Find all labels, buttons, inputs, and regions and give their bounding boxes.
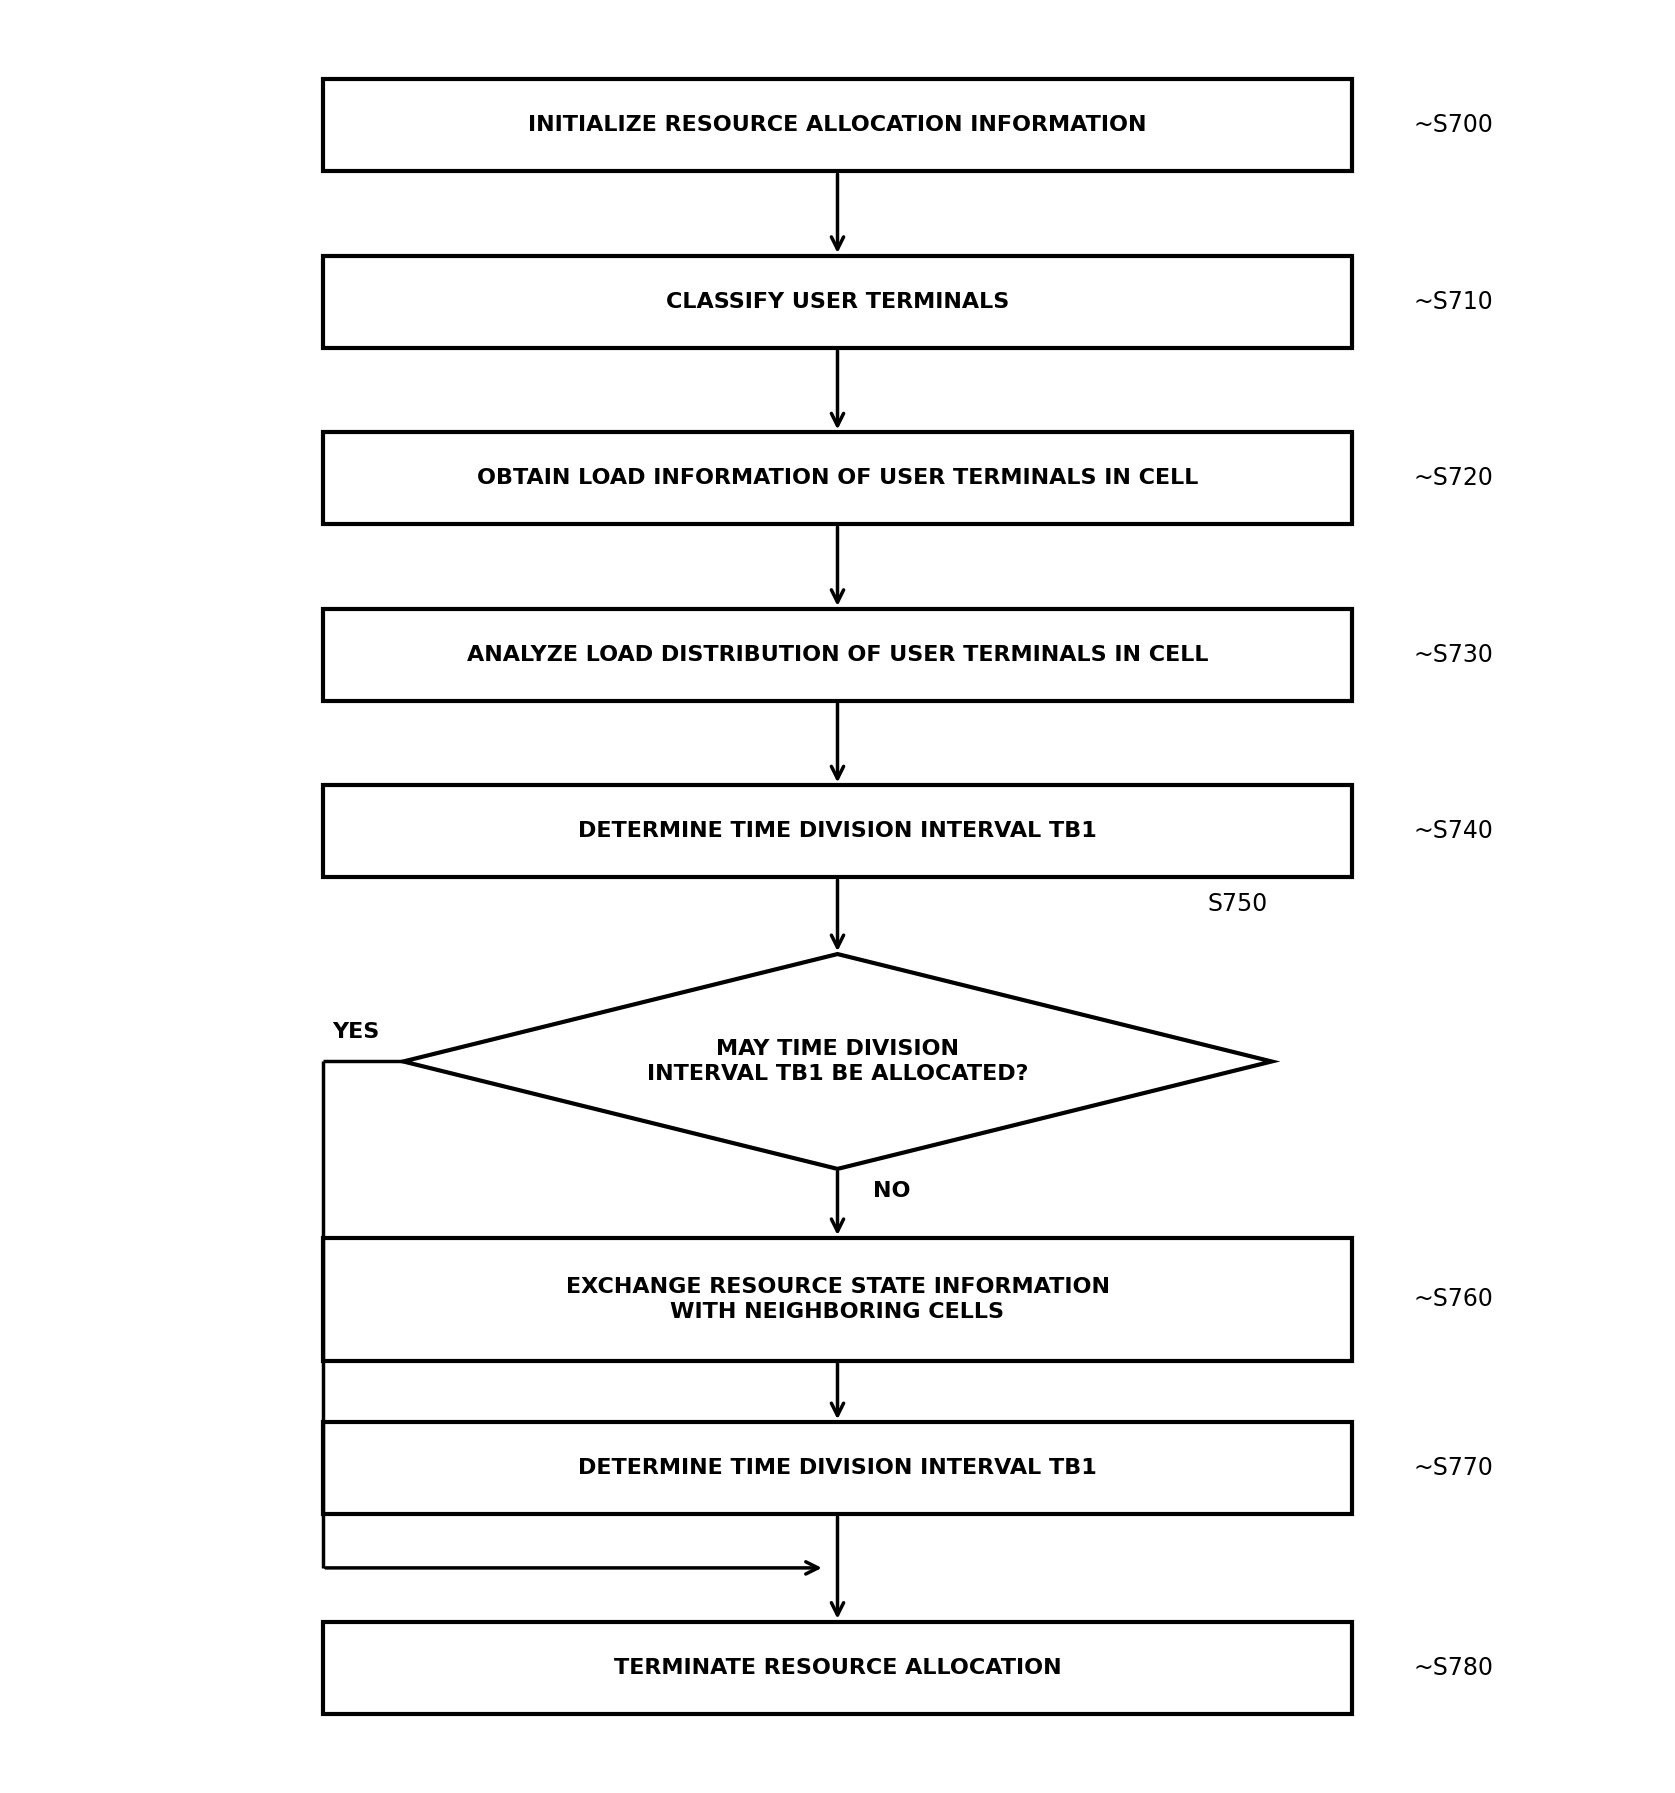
Text: OBTAIN LOAD INFORMATION OF USER TERMINALS IN CELL: OBTAIN LOAD INFORMATION OF USER TERMINAL… (477, 468, 1198, 488)
Text: ANALYZE LOAD DISTRIBUTION OF USER TERMINALS IN CELL: ANALYZE LOAD DISTRIBUTION OF USER TERMIN… (467, 645, 1208, 665)
Text: ~S700: ~S700 (1414, 113, 1492, 138)
Text: MAY TIME DIVISION
INTERVAL TB1 BE ALLOCATED?: MAY TIME DIVISION INTERVAL TB1 BE ALLOCA… (647, 1040, 1028, 1085)
Text: DETERMINE TIME DIVISION INTERVAL TB1: DETERMINE TIME DIVISION INTERVAL TB1 (578, 1458, 1097, 1477)
Text: ~S770: ~S770 (1414, 1456, 1492, 1481)
Text: INITIALIZE RESOURCE ALLOCATION INFORMATION: INITIALIZE RESOURCE ALLOCATION INFORMATI… (528, 115, 1147, 134)
Bar (323, 1621, 1352, 1714)
Text: TERMINATE RESOURCE ALLOCATION: TERMINATE RESOURCE ALLOCATION (613, 1659, 1062, 1678)
Bar (323, 1237, 1352, 1361)
Text: ~S710: ~S710 (1414, 290, 1492, 314)
Text: S750: S750 (1208, 891, 1268, 916)
Polygon shape (404, 954, 1271, 1169)
Text: ~S760: ~S760 (1414, 1287, 1492, 1311)
Text: ~S740: ~S740 (1414, 819, 1492, 843)
Text: NO: NO (873, 1182, 911, 1201)
Text: YES: YES (332, 1022, 379, 1042)
Text: CLASSIFY USER TERMINALS: CLASSIFY USER TERMINALS (667, 292, 1008, 312)
Bar (323, 79, 1352, 172)
Text: EXCHANGE RESOURCE STATE INFORMATION
WITH NEIGHBORING CELLS: EXCHANGE RESOURCE STATE INFORMATION WITH… (566, 1277, 1109, 1321)
Text: ~S730: ~S730 (1414, 644, 1492, 667)
Bar (323, 1422, 1352, 1513)
Text: DETERMINE TIME DIVISION INTERVAL TB1: DETERMINE TIME DIVISION INTERVAL TB1 (578, 821, 1097, 841)
Text: ~S720: ~S720 (1414, 466, 1492, 489)
Bar (323, 432, 1352, 524)
Bar (323, 785, 1352, 877)
Bar (323, 610, 1352, 701)
Bar (323, 256, 1352, 348)
Text: ~S780: ~S780 (1414, 1655, 1492, 1680)
